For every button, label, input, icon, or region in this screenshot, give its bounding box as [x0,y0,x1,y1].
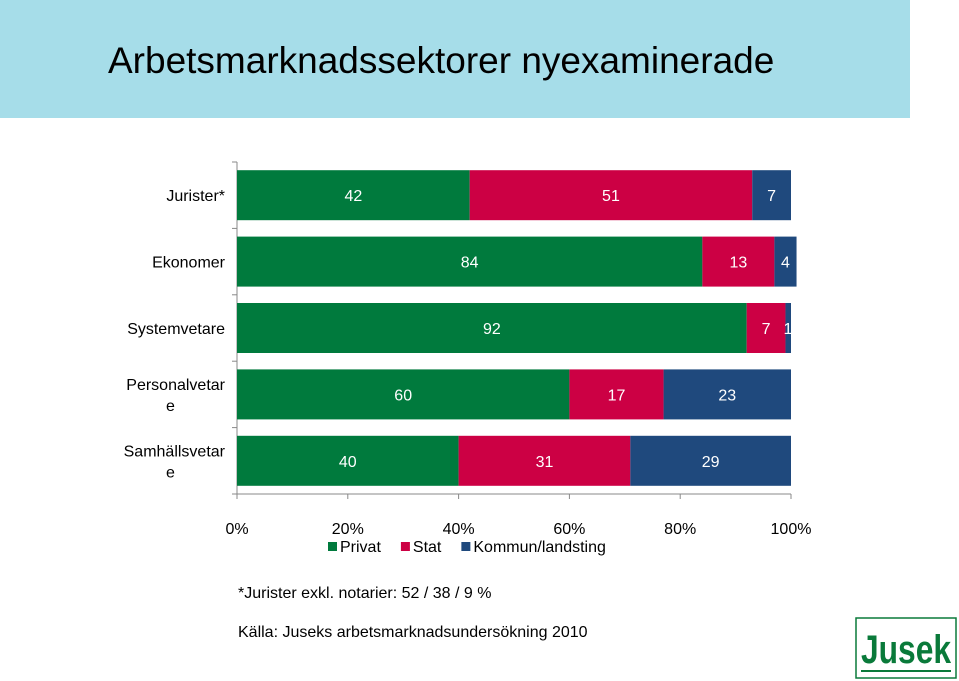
legend-swatch [461,542,471,551]
footnote: *Jurister exkl. notarier: 52 / 38 / 9 % [238,585,492,602]
x-tick-label: 40% [443,521,475,538]
data-label: 42 [344,188,362,205]
category-label: Personalvetar [126,377,225,394]
data-label: 29 [702,454,720,471]
data-label: 84 [461,255,479,272]
bar-segment-stat [702,236,775,287]
category-label: Samhällsvetar [124,443,226,460]
bar-segment-privat [237,303,747,353]
category-label: Jurister* [166,188,225,205]
title-banner: Arbetsmarknadssektorer nyexaminerade [0,0,910,118]
x-tick-label: 80% [664,521,696,538]
data-label: 17 [608,387,626,404]
bar-segment-privat [237,236,703,287]
jusek-logo: Jusek [855,617,957,679]
data-label: 13 [729,255,747,272]
data-label: 23 [718,387,736,404]
legend-swatch [400,542,410,551]
category-label: Ekonomer [152,255,226,272]
bar-segment-privat [237,170,470,221]
category-label: e [166,398,175,415]
data-label: 7 [762,321,771,338]
legend-swatch [328,542,337,551]
bar-segment-stat [458,435,631,486]
bar-segment-stat [569,369,664,420]
data-label: 51 [602,188,620,205]
x-tick-label: 20% [332,521,364,538]
data-label: 60 [394,387,412,404]
data-label: 40 [339,454,357,471]
bar-segment-kommun-landsting [752,170,791,221]
legend-label: Stat [413,539,442,556]
category-label: e [166,464,175,481]
bar-segment-stat [469,170,753,221]
logo-text: Jusek [861,628,952,672]
data-label: 92 [483,321,501,338]
legend-label: Kommun/landsting [473,539,606,556]
bar-segment-privat [237,435,459,486]
data-label: 1 [784,321,793,338]
page-title: Arbetsmarknadssektorer nyexaminerade [108,40,775,81]
bar-segment-kommun-landsting [774,236,797,287]
category-label: Systemvetare [127,321,225,338]
bar-segment-privat [237,369,570,420]
data-label: 4 [781,255,790,272]
bar-segment-kommun-landsting [630,435,791,486]
x-tick-label: 100% [771,521,812,538]
bar-segment-kommun-landsting [663,369,791,420]
x-tick-label: 0% [225,521,248,538]
data-label: 31 [536,454,554,471]
source-note: Källa: Juseks arbetsmarknadsundersökning… [238,624,588,641]
bar-segment-kommun-landsting [785,303,791,353]
x-tick-label: 60% [553,521,585,538]
bar-segment-stat [746,303,786,353]
legend-label: Privat [340,539,381,556]
data-label: 7 [767,188,776,205]
